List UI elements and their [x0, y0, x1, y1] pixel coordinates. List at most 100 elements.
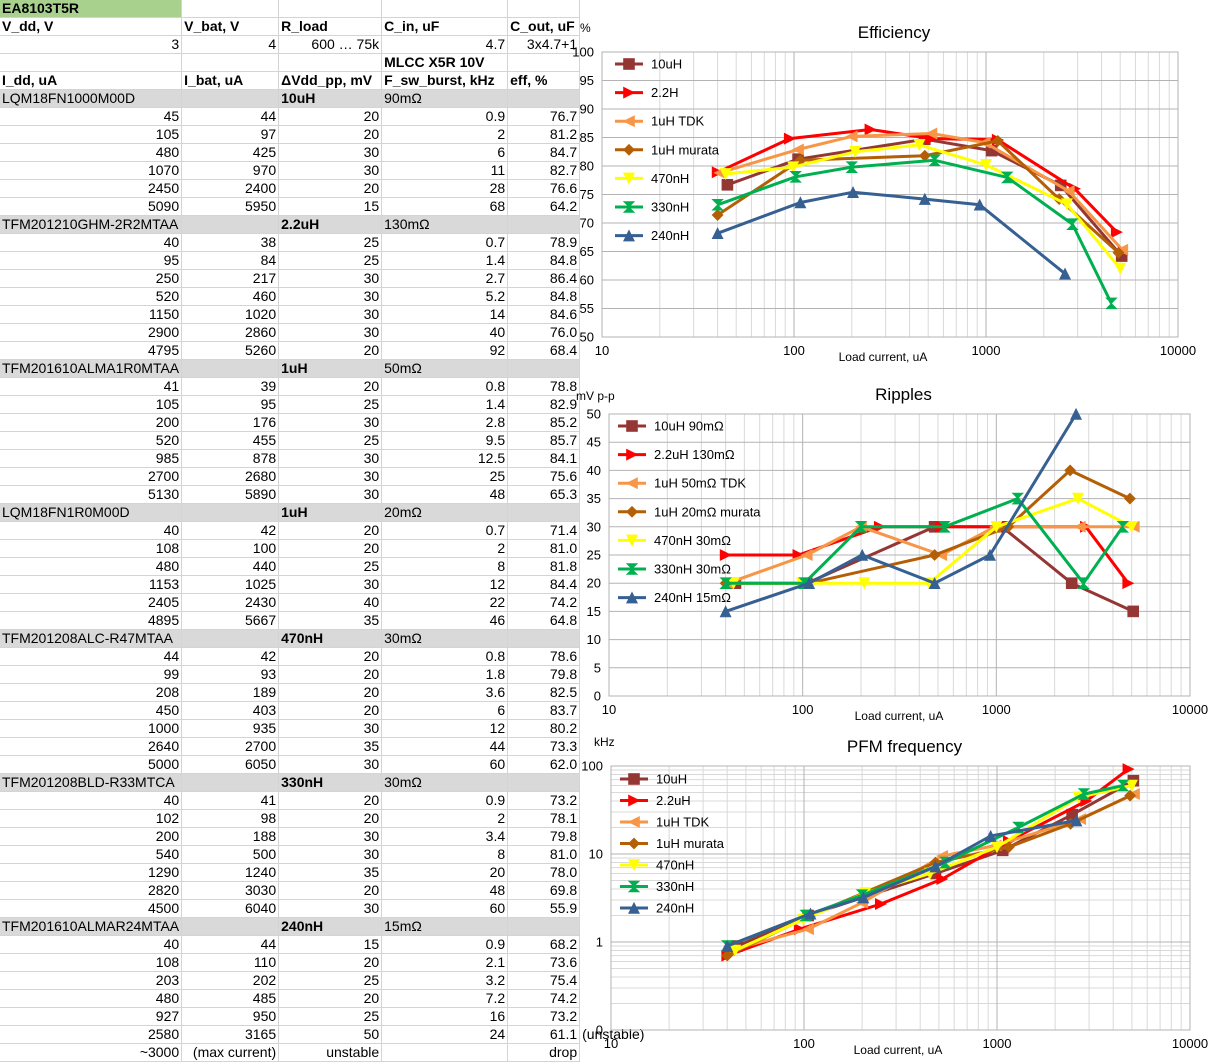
data-cell[interactable]: 5090	[0, 197, 183, 216]
data-cell[interactable]: 985	[0, 449, 183, 468]
data-cell[interactable]: 82.7	[507, 161, 581, 180]
data-cell[interactable]: 73.2	[507, 791, 581, 810]
sheet-header-cell[interactable]: V_bat, V	[181, 17, 280, 36]
sheet-header-cell[interactable]: MLCC X5R 10V	[381, 53, 509, 72]
data-cell[interactable]: 30	[278, 449, 383, 468]
data-cell[interactable]: 30	[278, 845, 383, 864]
data-cell[interactable]: 25	[278, 431, 383, 450]
data-cell[interactable]: 74.2	[507, 593, 581, 612]
data-cell[interactable]: 38	[181, 233, 280, 252]
data-cell[interactable]: 78.0	[507, 863, 581, 882]
data-cell[interactable]: 520	[0, 431, 183, 450]
sheet-cell[interactable]	[507, 215, 581, 234]
data-cell[interactable]: 2700	[0, 467, 183, 486]
data-cell[interactable]: 64.2	[507, 197, 581, 216]
data-cell[interactable]: 1070	[0, 161, 183, 180]
data-cell[interactable]: 83.7	[507, 701, 581, 720]
data-cell[interactable]: 30	[278, 413, 383, 432]
data-cell[interactable]: 61.1	[507, 1025, 581, 1044]
sheet-cell[interactable]	[278, 0, 383, 18]
data-cell[interactable]: 30	[278, 575, 383, 594]
sheet-header-cell[interactable]: I_bat, uA	[181, 71, 280, 90]
data-cell[interactable]: 2680	[181, 467, 280, 486]
data-cell[interactable]: 202	[181, 971, 280, 990]
data-cell[interactable]: 2900	[0, 323, 183, 342]
data-cell[interactable]: 1153	[0, 575, 183, 594]
data-cell[interactable]: 20	[278, 665, 383, 684]
sheet-cell[interactable]	[507, 917, 581, 936]
data-cell[interactable]: 79.8	[507, 827, 581, 846]
data-cell[interactable]: 5950	[181, 197, 280, 216]
data-cell[interactable]: 2860	[181, 323, 280, 342]
data-cell[interactable]: 4500	[0, 899, 183, 918]
data-cell[interactable]: 84.1	[507, 449, 581, 468]
data-cell[interactable]: 20	[278, 809, 383, 828]
part-number-cell[interactable]: TFM201208ALC-R47MTAA	[0, 629, 183, 648]
data-cell[interactable]: 1.8	[381, 665, 509, 684]
data-cell[interactable]: 11	[381, 161, 509, 180]
data-cell[interactable]: 950	[181, 1007, 280, 1026]
data-cell[interactable]: 6	[381, 143, 509, 162]
inductance-cell[interactable]: 330nH	[278, 773, 383, 792]
sheet-header-cell[interactable]: R_load	[278, 17, 383, 36]
data-cell[interactable]: 45	[0, 107, 183, 126]
data-cell[interactable]: 78.8	[507, 377, 581, 396]
data-cell[interactable]: 39	[181, 377, 280, 396]
data-cell[interactable]: 35	[278, 611, 383, 630]
data-cell[interactable]: 42	[181, 521, 280, 540]
data-cell[interactable]: 0.7	[381, 233, 509, 252]
data-cell[interactable]: 14	[381, 305, 509, 324]
sheet-title-cell[interactable]: EA8103T5R	[0, 0, 183, 18]
data-cell[interactable]: 25	[278, 557, 383, 576]
data-cell[interactable]: 3.2	[381, 971, 509, 990]
data-cell[interactable]: 84.7	[507, 143, 581, 162]
data-cell[interactable]: 1.4	[381, 395, 509, 414]
data-cell[interactable]: 105	[0, 125, 183, 144]
data-cell[interactable]: 5260	[181, 341, 280, 360]
data-cell[interactable]: 5000	[0, 755, 183, 774]
data-cell[interactable]: 20	[278, 341, 383, 360]
data-cell[interactable]: 20	[278, 107, 383, 126]
data-cell[interactable]: 30	[278, 287, 383, 306]
data-cell[interactable]: 81.2	[507, 125, 581, 144]
footer-cell[interactable]: drop	[507, 1043, 581, 1062]
data-cell[interactable]: 450	[0, 701, 183, 720]
data-cell[interactable]: 30	[278, 269, 383, 288]
data-cell[interactable]: 5.2	[381, 287, 509, 306]
data-cell[interactable]: 2	[381, 809, 509, 828]
sheet-cell[interactable]	[507, 629, 581, 648]
data-cell[interactable]: 48	[381, 881, 509, 900]
data-cell[interactable]: 48	[381, 485, 509, 504]
data-cell[interactable]: 35	[278, 737, 383, 756]
data-cell[interactable]: 44	[0, 647, 183, 666]
data-cell[interactable]: 8	[381, 845, 509, 864]
data-cell[interactable]: 3.6	[381, 683, 509, 702]
data-cell[interactable]: 84.4	[507, 575, 581, 594]
sheet-param-cell[interactable]: 4.7	[381, 35, 509, 54]
data-cell[interactable]: 50	[278, 1025, 383, 1044]
data-cell[interactable]: 200	[0, 827, 183, 846]
data-cell[interactable]: 97	[181, 125, 280, 144]
data-cell[interactable]: 68.2	[507, 935, 581, 954]
data-cell[interactable]: 217	[181, 269, 280, 288]
data-cell[interactable]: 15	[278, 197, 383, 216]
data-cell[interactable]: 40	[0, 233, 183, 252]
sheet-cell[interactable]	[181, 629, 280, 648]
data-cell[interactable]: 76.6	[507, 179, 581, 198]
data-cell[interactable]: 30	[278, 143, 383, 162]
data-cell[interactable]: 20	[278, 791, 383, 810]
data-cell[interactable]: 250	[0, 269, 183, 288]
data-cell[interactable]: 176	[181, 413, 280, 432]
data-cell[interactable]: 878	[181, 449, 280, 468]
data-cell[interactable]: 76.0	[507, 323, 581, 342]
data-cell[interactable]: 99	[0, 665, 183, 684]
data-cell[interactable]: 100	[181, 539, 280, 558]
data-cell[interactable]: 1150	[0, 305, 183, 324]
data-cell[interactable]: 46	[381, 611, 509, 630]
data-cell[interactable]: 79.8	[507, 665, 581, 684]
data-cell[interactable]: 20	[278, 989, 383, 1008]
sheet-param-cell[interactable]: 600 … 75k	[278, 35, 383, 54]
data-cell[interactable]: 540	[0, 845, 183, 864]
data-cell[interactable]: 20	[278, 683, 383, 702]
data-cell[interactable]: 71.4	[507, 521, 581, 540]
